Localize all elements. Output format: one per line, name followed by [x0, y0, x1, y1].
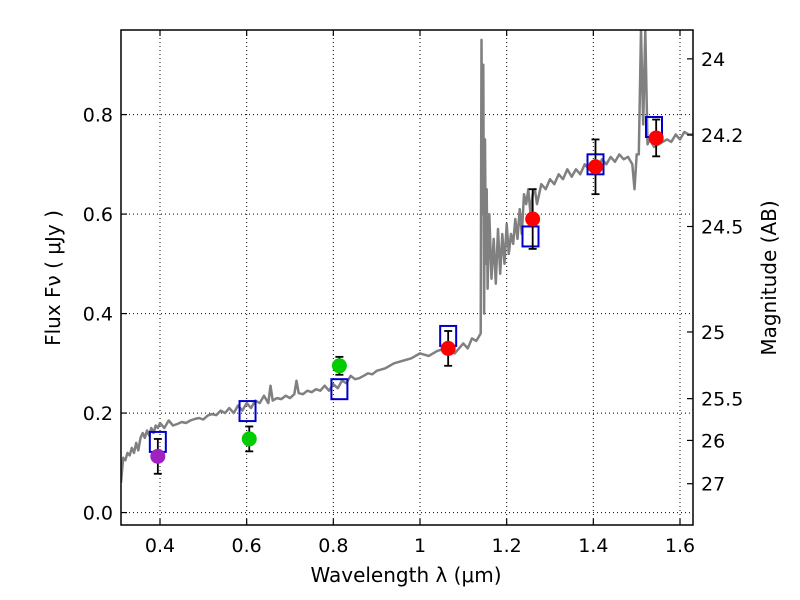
y2-tick-label: 27 — [701, 474, 725, 496]
x-tick-label: 1.6 — [665, 535, 695, 557]
data-point-green — [241, 431, 257, 447]
y2-tick-label: 24.2 — [701, 125, 743, 147]
x-axis-ticks: 0.4 0.6 0.8 1 1.2 1.4 1.6 — [145, 30, 695, 557]
x-tick-label: 0.4 — [145, 535, 175, 557]
y2-tick-label: 25 — [701, 322, 725, 344]
grid-lines — [121, 30, 693, 525]
y-axis-label: Flux Fν ( μJy ) — [41, 210, 65, 346]
y-axis-ticks: 0.0 0.2 0.4 0.6 0.8 — [83, 105, 127, 525]
data-point-red — [525, 211, 541, 227]
data-point-red — [648, 130, 664, 146]
x-tick-label: 0.6 — [232, 535, 262, 557]
data-point-red — [440, 340, 456, 356]
y2-tick-label: 26 — [701, 430, 725, 452]
x-axis-label: Wavelength λ (μm) — [310, 563, 501, 587]
secondary-y-axis-ticks: 24 24.2 24.5 25 25.5 26 27 — [687, 49, 743, 496]
data-point-red — [588, 159, 603, 175]
model-spectrum-line — [121, 30, 693, 483]
y-tick-label: 0.8 — [83, 105, 113, 127]
plot-area — [121, 30, 693, 525]
model-spectrum — [121, 30, 693, 483]
model-bandpass-marker — [330, 378, 349, 401]
data-point-green — [331, 358, 347, 374]
secondary-y-axis-label: Magnitude (AB) — [757, 200, 781, 355]
y2-tick-label: 24.5 — [701, 217, 743, 239]
y-tick-label: 0.0 — [83, 503, 113, 525]
model-bandpass-marker — [521, 225, 540, 248]
x-tick-label: 0.8 — [318, 535, 348, 557]
y-tick-label: 0.4 — [83, 304, 113, 326]
x-tick-label: 1 — [414, 535, 426, 557]
x-tick-label: 1.4 — [578, 535, 608, 557]
data-point-magenta — [150, 448, 166, 464]
model-bandpass-marker — [238, 400, 257, 423]
y-tick-label: 0.2 — [83, 403, 113, 425]
y-tick-label: 0.6 — [83, 204, 113, 226]
plot-frame — [120, 29, 694, 526]
y2-tick-label: 24 — [701, 49, 725, 71]
observed-points — [150, 118, 664, 475]
model-bandpass-markers — [148, 116, 663, 453]
y2-tick-label: 25.5 — [701, 389, 743, 411]
x-tick-label: 1.2 — [492, 535, 522, 557]
